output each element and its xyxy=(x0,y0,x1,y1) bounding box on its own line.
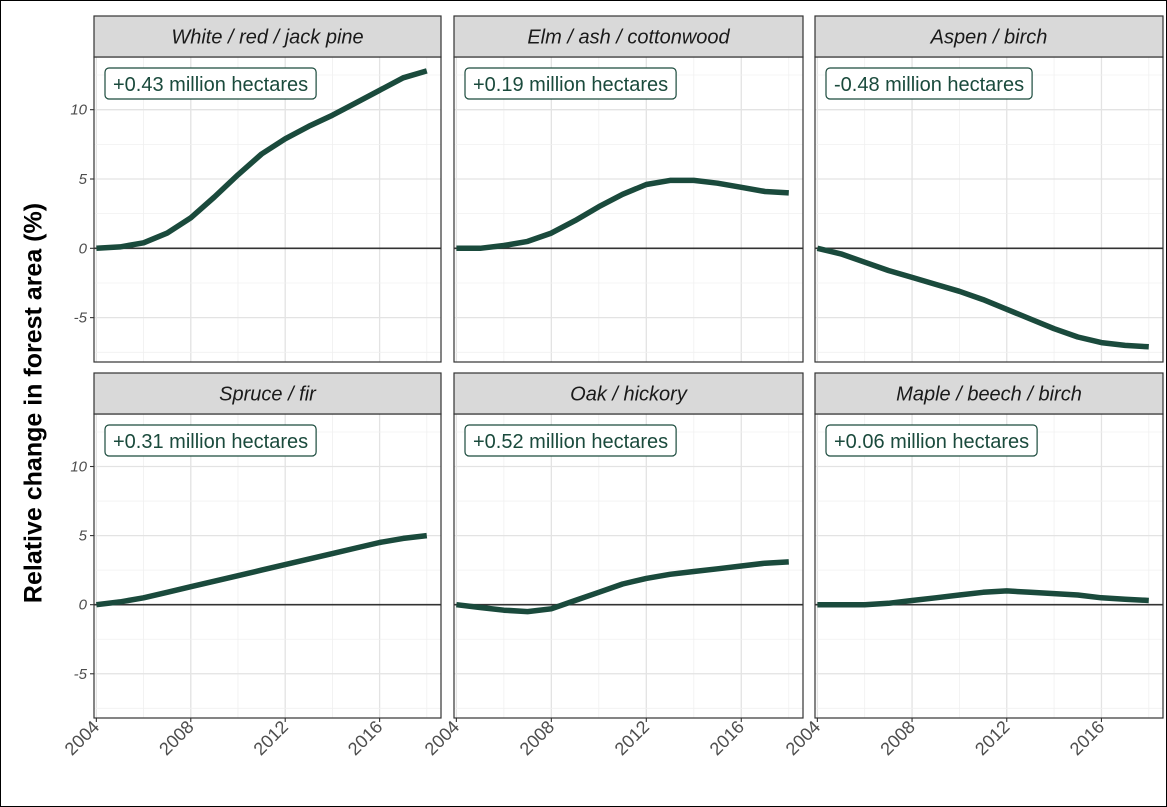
facet-strip xyxy=(93,15,442,58)
facet-strip xyxy=(93,372,442,415)
annotation-box xyxy=(104,67,317,100)
y-tick-label: 5 xyxy=(79,171,88,188)
facet-title: Spruce / fir xyxy=(219,384,317,406)
x-tick-label: 2012 xyxy=(971,717,1013,759)
facet-title: Oak / hickory xyxy=(570,384,688,406)
panel-border xyxy=(814,56,1164,363)
annotation-box xyxy=(104,424,317,457)
y-tick-label: 0 xyxy=(79,597,88,614)
x-tick-label: 2016 xyxy=(1066,717,1108,759)
x-tick-label: 2016 xyxy=(706,717,748,759)
facet-title: Maple / beech / birch xyxy=(896,384,1082,406)
series-line xyxy=(817,588,1149,608)
y-tick-label: -5 xyxy=(74,310,88,327)
x-tick-label: 2004 xyxy=(61,717,103,759)
facet-panel-5: Oak / hickory +0.52 million hectares 2004 2… xyxy=(421,372,804,759)
facet-title: White / red / jack pine xyxy=(171,27,363,49)
facet-strip xyxy=(814,372,1164,415)
facet-strip xyxy=(453,15,804,58)
facet-panel-4: Spruce / fir +0.31 million hectares -5 0 5 10… xyxy=(61,372,442,759)
x-tick-label: 2008 xyxy=(516,717,558,759)
x-tick-label: 2012 xyxy=(611,717,653,759)
y-tick-label: 5 xyxy=(79,528,88,545)
facet-title: Elm / ash / cottonwood xyxy=(527,27,730,49)
x-tick-label: 2016 xyxy=(344,717,386,759)
facet-strip xyxy=(453,372,804,415)
x-tick-label: 2004 xyxy=(421,717,463,759)
series-line xyxy=(96,532,428,608)
series-line xyxy=(456,177,789,252)
x-tick-label: 2008 xyxy=(155,717,197,759)
y-tick-label: 10 xyxy=(70,459,87,476)
annotation-label: +0.31 million hectares xyxy=(113,431,308,453)
annotation-box xyxy=(464,424,677,457)
facet-title: Aspen / birch xyxy=(930,27,1048,49)
facet-panel-2: Elm / ash / cottonwood +0.19 million hect… xyxy=(453,15,804,363)
annotation-box xyxy=(825,424,1038,457)
annotation-box xyxy=(464,67,677,100)
y-tick-label: -5 xyxy=(74,666,88,683)
panel-border xyxy=(453,56,804,363)
panel-border xyxy=(814,413,1164,719)
facet-strip xyxy=(814,15,1164,58)
panel-border xyxy=(93,56,442,363)
annotation-label: +0.06 million hectares xyxy=(834,431,1029,453)
facet-panel-6: Maple / beech / birch +0.06 million hecta… xyxy=(782,372,1164,759)
annotation-label: -0.48 million hectares xyxy=(834,74,1024,96)
series-line xyxy=(816,245,1149,350)
x-tick-label: 2004 xyxy=(782,717,824,759)
facet-panel-1: White / red / jack pine +0.43 million hec… xyxy=(70,15,442,363)
annotation-label: +0.19 million hectares xyxy=(473,74,668,96)
x-tick-label: 2012 xyxy=(250,717,292,759)
annotation-box xyxy=(825,67,1033,100)
annotation-label: +0.43 million hectares xyxy=(113,74,308,96)
series-line xyxy=(456,559,789,615)
annotation-label: +0.52 million hectares xyxy=(473,431,668,453)
y-tick-label: 0 xyxy=(79,240,88,257)
series-line xyxy=(96,68,428,252)
facet-panel-3: Aspen / birch -0.48 million hectares xyxy=(814,15,1164,363)
x-tick-label: 2008 xyxy=(876,717,918,759)
y-tick-label: 10 xyxy=(70,102,87,119)
